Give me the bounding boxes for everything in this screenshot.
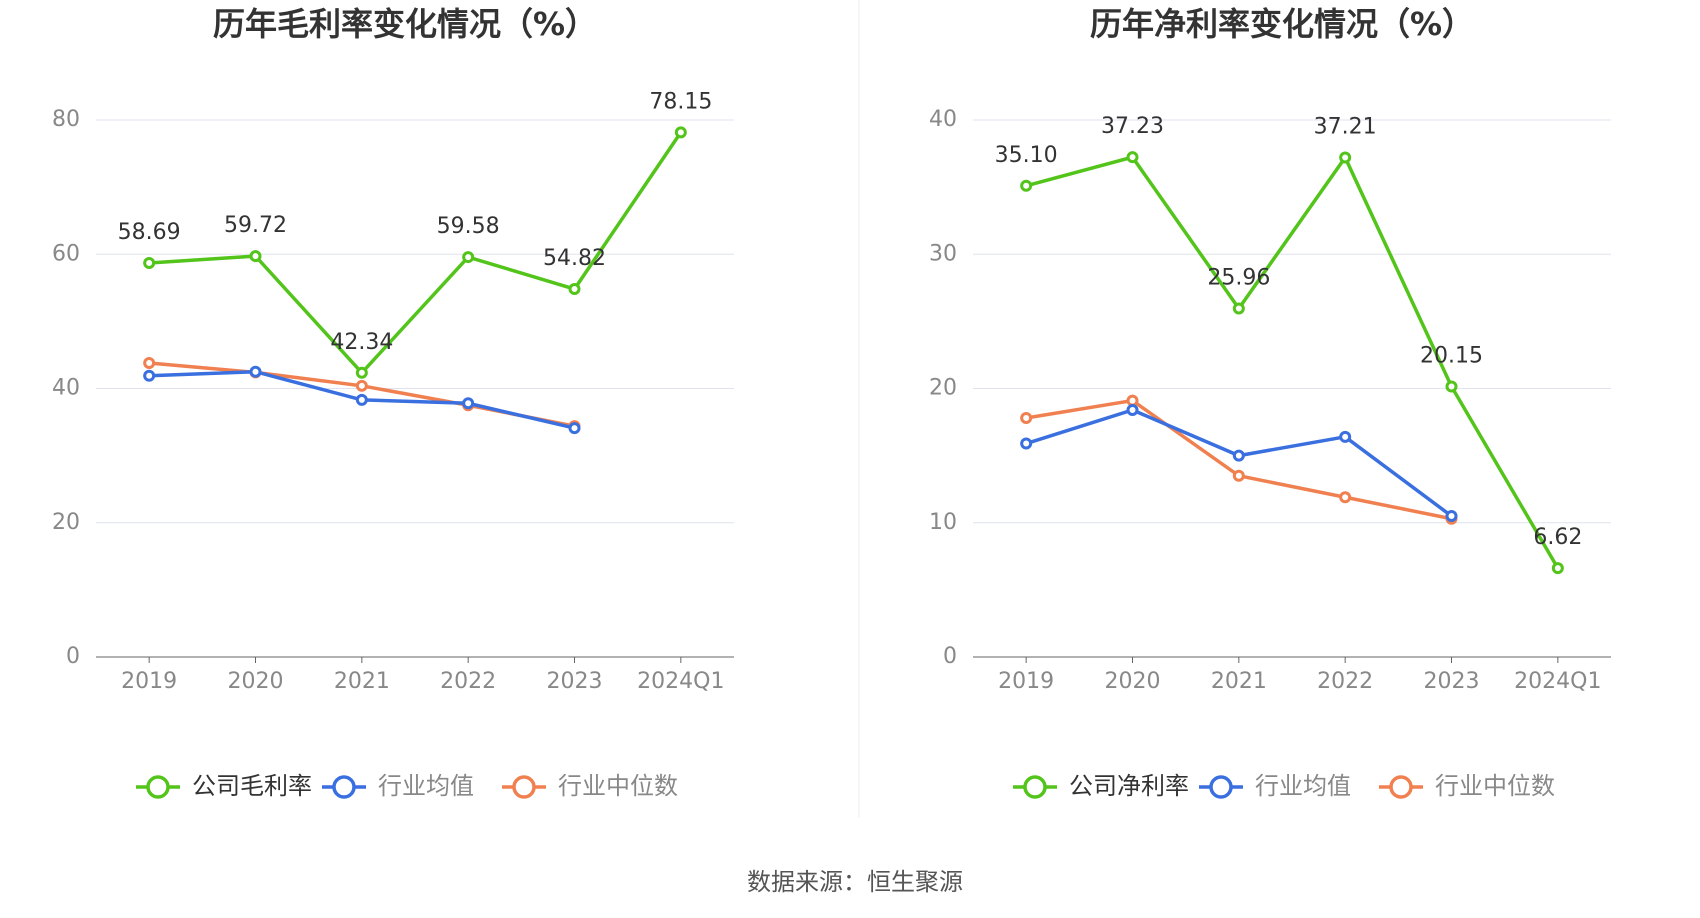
point: [355, 393, 368, 406]
data-label: 59.72: [224, 213, 287, 238]
point: [674, 126, 687, 139]
legend-marker: [146, 775, 170, 799]
point: [1445, 380, 1458, 393]
point: [1339, 151, 1352, 164]
x-tick-label: 2021: [334, 669, 390, 694]
y-tick-label: 60: [52, 241, 80, 266]
chart: 历年毛利率变化情况（%） 0 20 40 60 80 2019 2020 2021 2022 202…: [52, 5, 734, 800]
point: [568, 283, 581, 296]
point: [1232, 302, 1245, 315]
point: [1020, 179, 1033, 192]
data-label: 42.34: [330, 330, 393, 355]
data-label: 58.69: [118, 220, 181, 245]
legend-label: 公司毛利率: [192, 772, 312, 800]
data-label: 20.15: [1420, 343, 1483, 368]
point: [143, 356, 156, 369]
point: [249, 365, 262, 378]
point: [355, 366, 368, 379]
y-tick-label: 20: [929, 376, 957, 401]
point: [568, 422, 581, 435]
x-tick-label: 2023: [547, 669, 603, 694]
chart-title: 历年净利率变化情况（%）: [1090, 5, 1474, 43]
x-tick-label: 2022: [1317, 669, 1373, 694]
x-tick-label: 2023: [1424, 669, 1480, 694]
x-tick-label: 2019: [998, 669, 1054, 694]
legend-marker: [1389, 775, 1413, 799]
y-tick-label: 40: [929, 107, 957, 132]
point: [1339, 491, 1352, 504]
point: [462, 397, 475, 410]
legend-marker: [512, 775, 536, 799]
point: [462, 251, 475, 264]
y-tick-label: 20: [52, 510, 80, 535]
legend-label: 行业均值: [1255, 772, 1351, 800]
legend-marker: [1023, 775, 1047, 799]
y-tick-label: 30: [929, 241, 957, 266]
y-tick-label: 40: [52, 376, 80, 401]
series-line: [149, 131, 683, 376]
point: [1020, 412, 1033, 425]
y-tick-label: 80: [52, 107, 80, 132]
y-tick-label: 0: [943, 644, 957, 669]
point: [1339, 430, 1352, 443]
x-tick-label: 2024Q1: [1514, 669, 1601, 694]
point: [249, 250, 262, 263]
data-label: 37.21: [1314, 114, 1377, 139]
x-tick-label: 2024Q1: [637, 669, 724, 694]
data-label: 35.10: [995, 143, 1058, 168]
chart: 历年净利率变化情况（%） 0 10 20 30 40 2019 2020 2021 2022 202…: [929, 5, 1611, 800]
point: [1126, 394, 1139, 407]
point: [143, 369, 156, 382]
x-tick-label: 2020: [1105, 669, 1161, 694]
point: [1445, 510, 1458, 523]
x-tick-label: 2022: [440, 669, 496, 694]
point: [355, 379, 368, 392]
series-line: [1025, 408, 1453, 518]
legend-marker: [332, 775, 356, 799]
point: [1020, 437, 1033, 450]
point: [143, 257, 156, 270]
y-tick-label: 10: [929, 510, 957, 535]
chart-title: 历年毛利率变化情况（%）: [213, 5, 597, 43]
legend-label: 行业中位数: [1435, 772, 1555, 800]
legend-label: 公司净利率: [1069, 772, 1189, 800]
point: [1232, 469, 1245, 482]
point: [1126, 403, 1139, 416]
data-label: 59.58: [437, 214, 500, 239]
data-label: 54.82: [543, 246, 606, 271]
x-tick-label: 2020: [228, 669, 284, 694]
data-label: 6.62: [1533, 525, 1582, 550]
data-label: 78.15: [649, 89, 712, 114]
y-tick-label: 0: [66, 644, 80, 669]
x-tick-label: 2021: [1211, 669, 1267, 694]
legend-marker: [1209, 775, 1233, 799]
legend-label: 行业中位数: [558, 772, 678, 800]
point: [1551, 562, 1564, 575]
data-label: 37.23: [1101, 114, 1164, 139]
legend-label: 行业均值: [378, 772, 474, 800]
point: [1126, 151, 1139, 164]
series-line: [1025, 153, 1560, 570]
source: 数据来源：恒生聚源: [747, 868, 963, 896]
point: [1232, 449, 1245, 462]
data-label: 25.96: [1207, 265, 1270, 290]
x-tick-label: 2019: [121, 669, 177, 694]
